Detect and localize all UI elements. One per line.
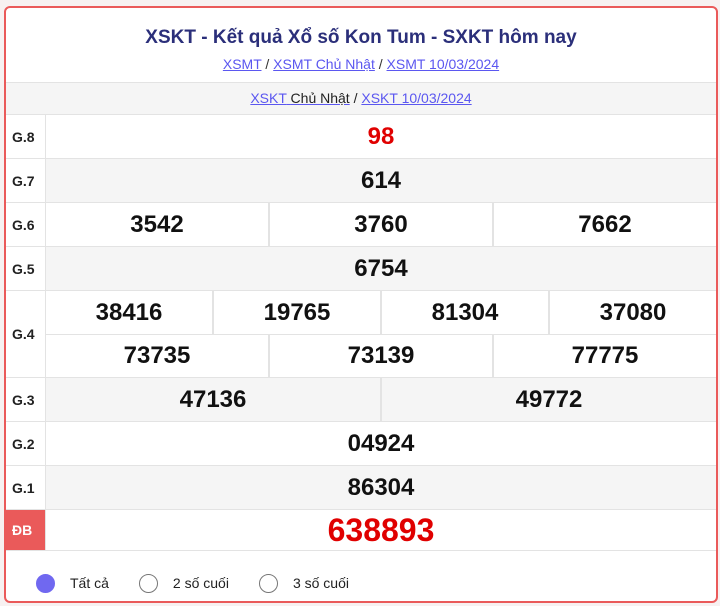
prize-label: G.2	[6, 422, 46, 465]
filter-radio[interactable]: 2 số cuối	[138, 573, 229, 593]
prize-number: 49772	[380, 378, 716, 421]
breadcrumb-xsmt[interactable]: XSMT	[222, 56, 262, 72]
prize-number: 73139	[268, 335, 492, 377]
prize-label: G.8	[6, 115, 46, 158]
page-title: XSKT - Kết quả Xổ số Kon Tum - SXKT hôm …	[145, 27, 577, 48]
prize-row: G.1 86304	[6, 466, 716, 510]
prize-row: G.6 3542 3760 7662	[6, 203, 716, 247]
prize-label: G.7	[6, 159, 46, 202]
prize-row: G.2 04924	[6, 422, 716, 466]
prize-number: 7662	[492, 203, 716, 246]
prize-row: G.8 98	[6, 115, 716, 159]
radio-circle-icon[interactable]	[138, 573, 158, 593]
prize-number: 6754	[354, 254, 408, 282]
prize-number: 98	[367, 122, 395, 150]
filter-label: 3 số cuối	[292, 575, 349, 591]
prize-number: 19765	[212, 291, 380, 334]
prize-number: 73735	[123, 342, 191, 369]
prize-label: G.4	[6, 291, 46, 377]
filter-radio[interactable]: Tất cả	[36, 573, 109, 593]
prize-row: G.4 38416 19765 81304 37080 73735 73139 77775	[6, 291, 716, 378]
filter-label: Tất cả	[70, 575, 109, 591]
radio-circle-icon[interactable]	[258, 573, 278, 593]
prize-number: 37080	[548, 291, 716, 334]
radio-circle-icon[interactable]	[36, 573, 55, 593]
prize-label: ĐB	[6, 510, 46, 550]
breadcrumb-xsmt-day[interactable]: XSMT Chủ Nhật	[273, 56, 375, 72]
prize-row: G.7 614	[6, 159, 716, 203]
results-table: G.8 98 G.7 614 G.6 3542 3760 7662 G.5 6754 G.4 3841…	[6, 115, 716, 551]
prize-number: 77775	[492, 335, 716, 377]
breadcrumb-xsmt-date[interactable]: XSMT 10/03/2024	[386, 56, 500, 72]
prize-row: G.5 6754	[6, 247, 716, 291]
prize-number: 614	[360, 166, 402, 194]
prize-row: G.3 47136 49772	[6, 378, 716, 422]
sub-links: XSKT Chủ Nhật / XSKT 10/03/2024	[6, 83, 716, 115]
prize-label: G.1	[6, 466, 46, 509]
prize-row: ĐB 638893	[6, 510, 716, 551]
header: XSKT - Kết quả Xổ số Kon Tum - SXKT hôm …	[6, 8, 716, 83]
prize-number: 47136	[179, 385, 247, 413]
xskt-date-link[interactable]: XSKT 10/03/2024	[361, 90, 472, 106]
prize-label: G.5	[6, 247, 46, 290]
prize-number: 04924	[347, 429, 415, 457]
prize-number: 81304	[380, 291, 548, 334]
prize-number: 3760	[268, 203, 492, 246]
digit-filter: Tất cả 2 số cuối 3 số cuối	[6, 551, 716, 601]
breadcrumb: XSMT / XSMT Chủ Nhật / XSMT 10/03/2024	[222, 56, 500, 72]
prize-label: G.3	[6, 378, 46, 421]
prize-number: 86304	[347, 473, 415, 501]
prize-label: G.6	[6, 203, 46, 246]
prize-number: 638893	[327, 511, 435, 548]
filter-label: 2 số cuối	[172, 575, 229, 591]
prize-number: 38416	[95, 298, 163, 326]
xskt-day-link[interactable]: XSKT Chủ Nhật	[250, 90, 350, 106]
results-card: XSKT - Kết quả Xổ số Kon Tum - SXKT hôm …	[4, 6, 718, 603]
prize-number: 3542	[130, 210, 184, 238]
filter-radio[interactable]: 3 số cuối	[258, 573, 349, 593]
